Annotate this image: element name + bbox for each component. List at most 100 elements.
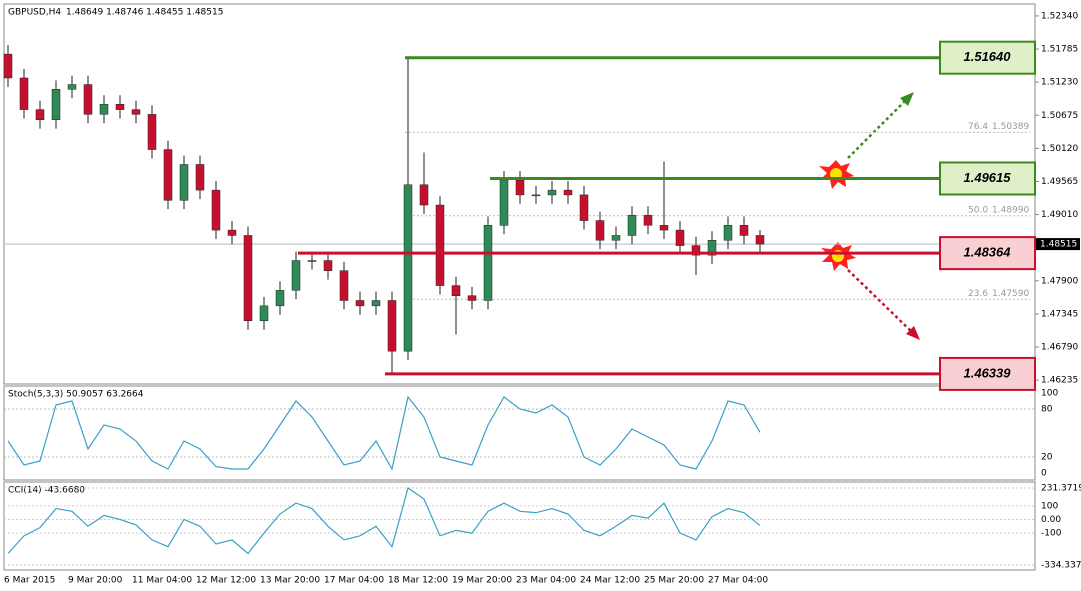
y-tick-label: 1.49010 <box>1041 210 1078 220</box>
candle-body <box>51 89 61 120</box>
current-price-label: 1.48515 <box>1040 240 1077 250</box>
x-tick-label: 9 Mar 20:00 <box>68 576 123 586</box>
candle-body <box>451 285 461 296</box>
y-tick-label: 0 <box>1041 469 1047 479</box>
candle-body <box>611 235 621 241</box>
x-tick-label: 25 Mar 20:00 <box>644 576 704 586</box>
stoch-title: Stoch(5,3,3) 50.9057 63.2664 <box>8 390 144 400</box>
candle-body <box>227 229 237 236</box>
candle-body <box>19 77 29 110</box>
candle-body <box>499 179 509 226</box>
y-tick-label: 1.50120 <box>1041 144 1078 154</box>
y-tick-label: 1.51785 <box>1041 45 1078 55</box>
candle-body <box>291 260 301 291</box>
candle-body <box>643 214 653 226</box>
stoch-panel <box>3 385 1036 481</box>
y-tick-label: 1.46790 <box>1041 343 1078 353</box>
candle-body <box>531 194 541 197</box>
candle-body <box>691 245 701 256</box>
level-label: 1.48364 <box>964 245 1012 260</box>
cci-title: CCI(14) -43.6680 <box>8 486 85 496</box>
level-label: 1.46339 <box>964 365 1012 380</box>
y-tick-label: 1.50675 <box>1041 111 1078 121</box>
x-tick-label: 13 Mar 20:00 <box>260 576 320 586</box>
candle-body <box>547 189 557 196</box>
y-tick-label: 20 <box>1041 453 1053 463</box>
candle-body <box>179 164 189 201</box>
x-tick-label: 18 Mar 12:00 <box>388 576 448 586</box>
y-tick-label: 0.00 <box>1041 515 1061 525</box>
candle-body <box>371 300 381 307</box>
candle-body <box>339 270 349 301</box>
candle-body <box>3 53 13 79</box>
candle-body <box>67 84 77 90</box>
x-tick-label: 11 Mar 04:00 <box>132 576 192 586</box>
y-tick-label: 80 <box>1041 405 1053 415</box>
candle-body <box>515 179 525 196</box>
x-tick-label: 12 Mar 12:00 <box>196 576 256 586</box>
ohlc: 1.48649 1.48746 1.48455 1.48515 <box>66 8 223 18</box>
x-tick-label: 17 Mar 04:00 <box>324 576 384 586</box>
y-tick-label: 1.47345 <box>1041 309 1078 319</box>
fib-price: 1.47590 <box>992 289 1029 299</box>
candle-body <box>723 225 733 241</box>
y-tick-label: 1.49565 <box>1041 177 1078 187</box>
candle-body <box>435 204 445 286</box>
candle-body <box>739 225 749 236</box>
candle-body <box>195 164 205 191</box>
candle-body <box>675 229 685 246</box>
level-box <box>939 236 1036 271</box>
candle-body <box>627 214 637 236</box>
fib-level: 76.4 <box>968 122 988 132</box>
x-tick-label: 23 Mar 04:00 <box>516 576 576 586</box>
indicator-line <box>7 487 761 555</box>
y-tick-label: 1.47900 <box>1041 276 1078 286</box>
level-label: 1.49615 <box>964 170 1012 185</box>
fib-level: 50.0 <box>968 205 988 215</box>
cci-panel <box>3 481 1036 571</box>
x-tick-label: 24 Mar 12:00 <box>580 576 640 586</box>
candle-body <box>403 184 413 352</box>
fib-price: 1.48990 <box>992 205 1029 215</box>
candle-body <box>163 149 173 201</box>
candle-body <box>35 109 45 120</box>
candle-body <box>707 239 717 256</box>
candle-body <box>99 103 109 115</box>
candle-body <box>595 220 605 241</box>
level-label: 1.51640 <box>964 49 1012 64</box>
x-tick-label: 19 Mar 20:00 <box>452 576 512 586</box>
candle-body <box>355 300 365 307</box>
y-tick-label: -334.337 <box>1041 561 1081 571</box>
y-tick-label: 100 <box>1041 389 1058 399</box>
candle-body <box>211 189 221 231</box>
level-box <box>939 161 1036 196</box>
current-price-box <box>1036 238 1080 251</box>
x-tick-label: 27 Mar 04:00 <box>708 576 768 586</box>
y-tick-label: 1.52340 <box>1041 11 1078 21</box>
fib-price: 1.50389 <box>992 122 1029 132</box>
candle-body <box>323 260 333 271</box>
candle-body <box>659 225 669 231</box>
candle-body <box>755 235 765 245</box>
candle-body <box>275 290 285 307</box>
candle-body <box>483 225 493 301</box>
candle-body <box>579 194 589 221</box>
candle-body <box>419 184 429 206</box>
candle-body <box>387 300 397 352</box>
candle-body <box>131 109 141 115</box>
y-tick-label: -100 <box>1041 529 1062 539</box>
candle-body <box>307 260 317 262</box>
level-box <box>939 356 1036 391</box>
candle-body <box>243 235 253 322</box>
candle-body <box>147 114 157 150</box>
indicator-line <box>7 395 761 471</box>
fib-level: 23.6 <box>968 289 988 299</box>
candle-body <box>83 84 93 115</box>
level-box <box>939 40 1036 75</box>
candle-body <box>115 103 125 110</box>
symbol-title: GBPUSD,H4 <box>8 8 61 18</box>
y-tick-label: 100 <box>1041 501 1058 511</box>
x-tick-label: 6 Mar 2015 <box>4 576 55 586</box>
y-tick-label: 231.3719 <box>1041 483 1081 493</box>
